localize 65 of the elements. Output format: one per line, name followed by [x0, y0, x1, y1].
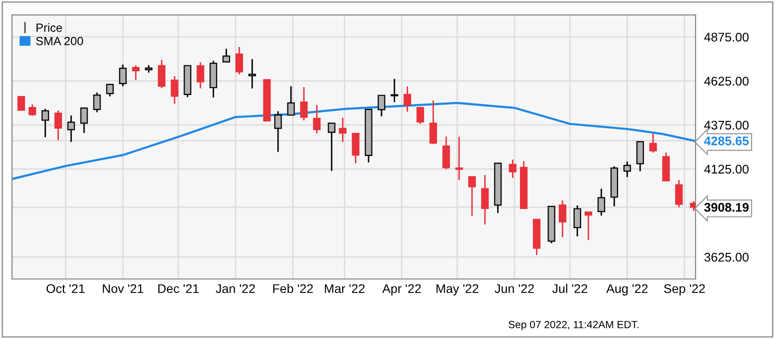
y-tick-label: 4375.00	[704, 120, 749, 130]
candlestick	[132, 64, 140, 81]
y-tick-label: 4625.00	[704, 76, 749, 86]
candlestick	[41, 108, 50, 138]
candlestick	[287, 86, 295, 116]
candlestick	[598, 188, 606, 216]
candlestick	[390, 78, 398, 103]
candlestick	[28, 104, 36, 116]
x-tick-label: Sep '22	[664, 284, 705, 296]
legend-label: SMA 200	[36, 36, 84, 46]
y-tick-label: 3625.00	[704, 252, 749, 262]
candlestick	[636, 140, 644, 172]
line-series	[12, 102, 695, 180]
candlestick	[429, 100, 438, 145]
candlestick	[54, 110, 62, 141]
candlestick	[690, 200, 696, 212]
candlestick	[328, 122, 336, 172]
text: Price	[36, 23, 62, 32]
text: Sep 07 2022, 11:42AM EDT.	[508, 320, 638, 330]
y-tick-label: 4285.65	[704, 136, 749, 146]
candlestick	[313, 104, 321, 134]
x-tick-label: Nov '21	[102, 284, 144, 294]
candlestick	[352, 132, 360, 164]
candlestick	[158, 59, 166, 89]
x-tick-label: Aug '22	[606, 284, 648, 296]
candlestick	[248, 58, 256, 90]
y-tick-label: 4125.00	[704, 164, 749, 174]
candlestick	[93, 92, 101, 113]
candlestick	[675, 179, 683, 208]
candlestick	[574, 204, 582, 238]
candlestick	[623, 160, 631, 178]
candlestick	[404, 86, 412, 112]
candlestick	[300, 86, 308, 122]
candlestick	[481, 174, 489, 226]
candlestick	[274, 110, 282, 153]
x-tick-label: Jan '22	[216, 284, 255, 294]
candlestick	[196, 62, 204, 90]
candlestick	[106, 83, 114, 98]
x-tick-label: Apr '22	[382, 284, 421, 296]
candlestick	[338, 117, 346, 143]
candlestick	[468, 176, 476, 216]
candlestick	[584, 211, 592, 241]
candlestick	[235, 46, 244, 76]
candlestick	[119, 64, 127, 87]
candlestick	[508, 158, 516, 179]
candlestick	[67, 114, 75, 143]
candlestick	[558, 200, 566, 238]
candlestick	[170, 75, 178, 105]
x-tick-label: Jul '22	[552, 284, 588, 294]
candlestick	[455, 136, 463, 181]
x-tick-label: Oct '21	[46, 284, 85, 294]
y-tick-label: 4875.00	[704, 32, 749, 42]
x-tick-label: Jun '22	[494, 284, 534, 294]
y-tick-label: 3908.19	[704, 202, 749, 212]
candlestick	[649, 133, 657, 154]
candlestick	[17, 96, 26, 111]
candlestick	[222, 48, 230, 63]
candlestick	[80, 106, 88, 134]
candlestick	[416, 106, 424, 125]
x-tick-label: May '22	[436, 284, 478, 296]
candlestick	[442, 136, 450, 170]
x-tick-label: Mar '22	[324, 284, 365, 294]
candlestick	[378, 94, 386, 118]
x-tick-label: Dec '21	[158, 284, 199, 294]
x-tick-label: Feb '22	[273, 284, 313, 294]
